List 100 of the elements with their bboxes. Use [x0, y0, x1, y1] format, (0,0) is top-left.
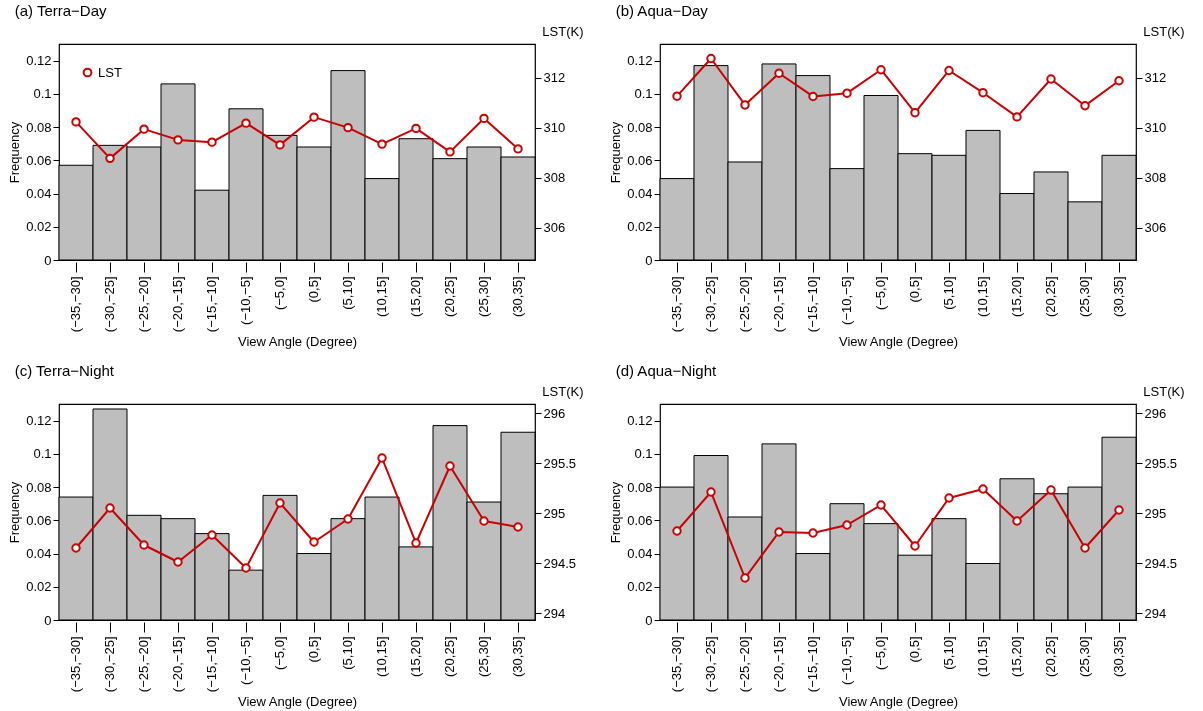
x-tick-label: (20,25]: [1043, 276, 1058, 317]
point: [944, 493, 954, 503]
y-tick-label: 0.12: [627, 53, 653, 69]
y-tick-label: 0.08: [627, 119, 653, 135]
point: [479, 516, 489, 526]
y-tick-label: 0.04: [26, 186, 52, 202]
point: [445, 461, 455, 471]
point: [1046, 74, 1056, 84]
point: [1080, 100, 1090, 111]
point: [377, 453, 387, 463]
point: [411, 538, 421, 548]
y-tick-label: 0.02: [627, 219, 653, 235]
y-tick-label: 0.1: [634, 86, 653, 102]
y-axis-title: Frequency: [608, 481, 624, 544]
x-tick-label: (5,10]: [340, 636, 355, 670]
point: [740, 573, 750, 583]
x-tick-label: (−30,−25]: [102, 276, 117, 333]
point: [343, 514, 353, 524]
y-tick-label: 0.04: [26, 546, 52, 562]
point: [377, 139, 387, 149]
point: [343, 122, 353, 133]
x-tick-label: (5,10]: [941, 636, 956, 670]
y-tick-label: 0.02: [627, 579, 653, 595]
x-tick-label: (30,35]: [510, 636, 525, 677]
point: [774, 527, 784, 537]
x-tick-label: (−15,−10]: [805, 276, 820, 333]
point: [71, 543, 81, 553]
x-axis-title: View Angle (Degree): [839, 334, 958, 350]
point: [275, 140, 285, 150]
x-tick-label: (−20,−15]: [170, 276, 185, 333]
point: [1012, 112, 1022, 122]
point: [944, 65, 954, 76]
x-tick-label: (25,30]: [1077, 276, 1092, 317]
y-tick-label: 0.1: [33, 446, 52, 462]
y-axis-title: Frequency: [7, 481, 23, 544]
x-tick-label: (−15,−10]: [204, 276, 219, 333]
x-tick-label: (−10,−5]: [238, 276, 253, 325]
x-tick-label: (15,20]: [408, 276, 423, 317]
y-tick-label: 0: [645, 612, 653, 628]
point: [978, 484, 988, 494]
y-tick-label: 0.04: [627, 186, 653, 202]
x-tick-label: (−30,−25]: [703, 636, 718, 693]
y2-tick-label: 310: [543, 120, 566, 136]
point: [207, 137, 217, 147]
y2-tick-label: 295: [543, 505, 566, 521]
point: [241, 563, 251, 573]
y-tick-label: 0.06: [627, 152, 653, 168]
point: [1114, 76, 1124, 86]
point: [1114, 505, 1124, 515]
y-tick-label: 0.06: [26, 152, 52, 168]
y2-tick-label: 295.5: [1144, 455, 1178, 471]
x-tick-label: (10,15]: [975, 276, 990, 317]
x-tick-label: (−20,−15]: [170, 636, 185, 693]
point: [513, 144, 523, 154]
x-tick-label: (20,25]: [442, 636, 457, 677]
point: [740, 100, 750, 110]
x-tick-label: (0,5]: [306, 636, 321, 663]
point: [139, 540, 149, 550]
point: [173, 135, 183, 145]
x-tick-label: (10,15]: [975, 636, 990, 677]
y-tick-label: 0.12: [627, 413, 653, 429]
point: [309, 537, 319, 547]
y2-tick-label: 296: [543, 405, 566, 421]
x-tick-label: (20,25]: [442, 276, 457, 317]
point: [105, 503, 115, 513]
point: [445, 147, 455, 157]
point: [479, 113, 489, 124]
y2-tick-label: 295.5: [543, 455, 577, 471]
point: [808, 528, 818, 538]
x-tick-label: (15,20]: [1009, 276, 1024, 317]
chart-title: (b) Aqua−Day: [615, 2, 709, 19]
point: [876, 500, 886, 510]
y2-tick-label: 306: [1144, 220, 1167, 236]
x-tick-label: (30,35]: [1111, 276, 1126, 317]
point: [309, 112, 319, 122]
x-tick-label: (0,5]: [306, 276, 321, 303]
y-tick-label: 0.08: [26, 479, 52, 495]
x-tick-label: (0,5]: [907, 636, 922, 663]
point: [672, 91, 682, 101]
x-tick-label: (0,5]: [907, 276, 922, 303]
x-tick-label: (−10,−5]: [839, 276, 854, 325]
y-axis-title: Frequency: [7, 121, 23, 184]
x-tick-label: (−10,−5]: [238, 636, 253, 685]
chart-title: (a) Terra−Day: [14, 2, 108, 19]
x-tick-label: (−20,−15]: [771, 276, 786, 333]
x-tick-label: (30,35]: [1111, 636, 1126, 677]
y-tick-label: 0.12: [26, 53, 52, 69]
x-axis-title: View Angle (Degree): [238, 334, 357, 350]
x-tick-label: (−25,−20]: [136, 636, 151, 693]
point: [411, 123, 421, 134]
point: [706, 487, 716, 497]
point: [241, 118, 251, 128]
x-tick-label: (−20,−15]: [771, 636, 786, 693]
x-tick-label: (−5,0]: [873, 636, 888, 671]
y2-axis-title: LST(K): [1143, 383, 1185, 399]
x-tick-label: (−15,−10]: [805, 636, 820, 693]
x-tick-label: (15,20]: [408, 636, 423, 677]
y-axis-title: Frequency: [608, 121, 624, 184]
x-axis-title: View Angle (Degree): [839, 694, 958, 710]
x-tick-label: (−35,−30]: [669, 276, 684, 333]
